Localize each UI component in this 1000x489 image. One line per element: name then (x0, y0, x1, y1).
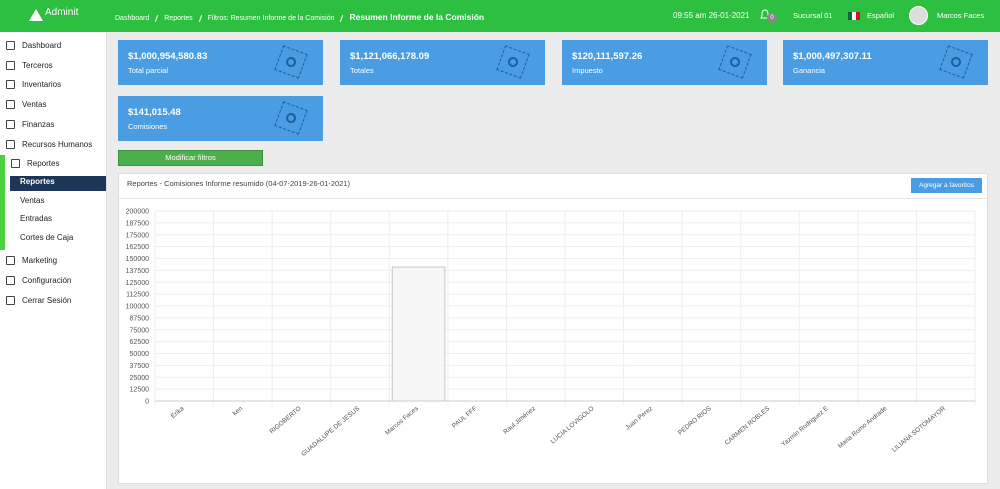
sidebar: Dashboard Terceros Inventarios Ventas Finanz… (0, 32, 107, 489)
logo-icon (29, 9, 43, 21)
report-panel: Reportes - Comisiones Informe resumido (… (118, 173, 988, 484)
stat-label: Ganancia (793, 66, 825, 75)
breadcrumb[interactable]: Filtros: Resumen Informe de la Comisión (208, 15, 335, 22)
filter-button[interactable]: Modificar filtros (118, 150, 263, 166)
separator (340, 15, 343, 22)
stat-card: $1,000,954,580.83 Total parcial (118, 40, 323, 85)
menu-icon (6, 120, 15, 129)
menu-item[interactable]: Marketing (22, 254, 106, 268)
stat-value: $1,000,954,580.83 (128, 51, 207, 62)
menu-icon (6, 61, 15, 70)
menu-item[interactable]: Reportes (27, 157, 111, 171)
menu-icon (6, 276, 15, 285)
notification-badge: 0 (767, 13, 777, 23)
stat-card: $1,121,066,178.09 Totales (340, 40, 545, 85)
stat-label: Totales (350, 66, 374, 75)
avatar[interactable] (909, 6, 928, 25)
menu-icon (6, 80, 15, 89)
stat-icon (274, 45, 307, 78)
stat-icon (718, 45, 751, 78)
language-select[interactable]: Español (867, 11, 894, 20)
stat-icon-gear (285, 56, 298, 69)
stat-card: $141,015.48 Comisiones (118, 96, 323, 141)
stat-value: $141,015.48 (128, 107, 181, 118)
datetime: 09:55 am 26-01-2021 (673, 11, 750, 20)
top-bar: Adminit Dashboard Reportes Filtros: Resume… (0, 0, 1000, 32)
logo[interactable]: Adminit (45, 7, 78, 18)
divider (119, 198, 987, 199)
menu-item[interactable]: Entradas (20, 212, 104, 226)
stat-icon (939, 45, 972, 78)
menu-item[interactable]: Finanzas (22, 118, 106, 132)
stat-icon-gear (507, 56, 520, 69)
menu-icon (11, 159, 20, 168)
breadcrumbs: Dashboard Reportes Filtros: Resumen Inform… (115, 12, 484, 22)
stat-value: $120,111,597.26 (572, 51, 642, 62)
stat-card: $120,111,597.26 Impuesto (562, 40, 767, 85)
menu-item[interactable]: Recursos Humanos (22, 138, 106, 152)
menu-item[interactable]: Configuración (22, 274, 106, 288)
stat-icon (274, 101, 307, 134)
menu-item[interactable]: Reportes (20, 175, 104, 189)
separator (155, 15, 158, 22)
separator (198, 15, 201, 22)
flag (848, 12, 860, 20)
stat-value: $1,000,497,307.11 (793, 51, 872, 62)
menu-item[interactable]: Ventas (22, 98, 106, 112)
current-page: Resumen Informe de la Comisión (349, 12, 484, 22)
favorite-button[interactable]: Agregar a favoritos (911, 178, 982, 193)
menu-item[interactable]: Cortes de Caja (20, 231, 104, 245)
stat-label: Comisiones (128, 122, 167, 131)
menu-item[interactable]: Ventas (20, 194, 104, 208)
menu-icon (6, 100, 15, 109)
stat-label: Total parcial (128, 66, 168, 75)
active-group-bar (0, 155, 5, 250)
menu-item[interactable]: Inventarios (22, 78, 106, 92)
stat-label: Impuesto (572, 66, 603, 75)
stat-icon-gear (285, 112, 298, 125)
menu-icon (6, 256, 15, 265)
menu-item[interactable]: Terceros (22, 59, 106, 73)
menu-item[interactable]: Dashboard (22, 39, 106, 53)
menu-icon (6, 296, 15, 305)
stat-icon (496, 45, 529, 78)
stat-icon-gear (950, 56, 963, 69)
menu-icon (6, 41, 15, 50)
branch-select[interactable]: Sucursal 01 (793, 11, 833, 20)
user-name[interactable]: Marcos Faces (937, 11, 984, 20)
stat-card: $1,000,497,307.11 Ganancia (783, 40, 988, 85)
panel-title: Reportes - Comisiones Informe resumido (… (127, 179, 350, 188)
stat-value: $1,121,066,178.09 (350, 51, 429, 62)
stat-icon-gear (729, 56, 742, 69)
menu-item[interactable]: Cerrar Sesión (22, 294, 106, 308)
menu-icon (6, 140, 15, 149)
breadcrumb[interactable]: Reportes (164, 15, 192, 22)
breadcrumb[interactable]: Dashboard (115, 15, 149, 22)
